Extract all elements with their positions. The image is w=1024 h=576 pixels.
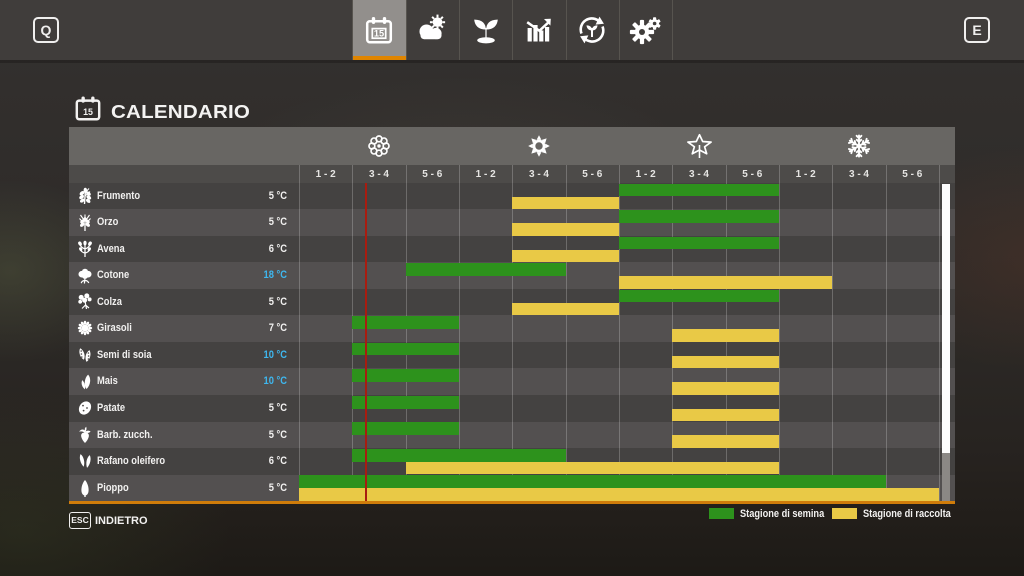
svg-text:15: 15 (83, 107, 93, 117)
svg-text:15: 15 (374, 29, 384, 39)
